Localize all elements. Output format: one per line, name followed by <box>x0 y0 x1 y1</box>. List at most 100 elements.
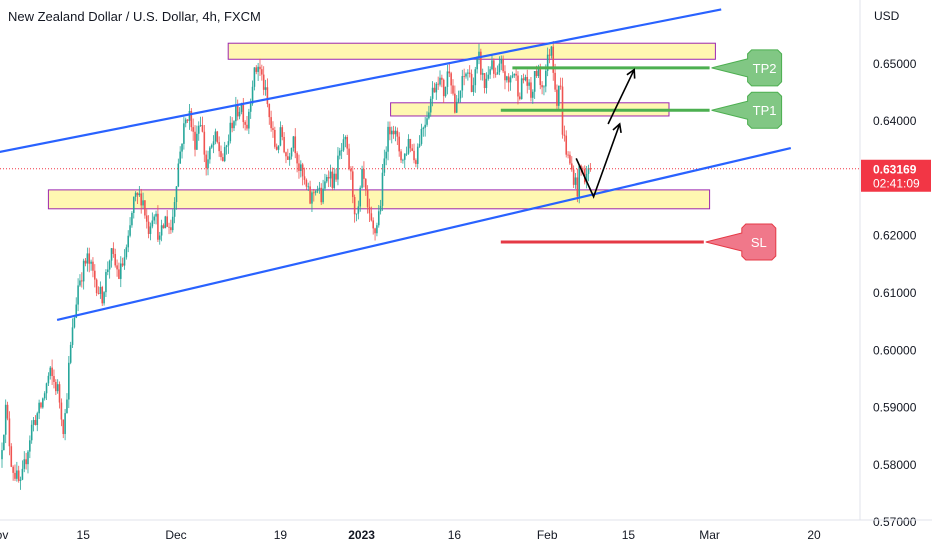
candle-body <box>158 235 161 240</box>
candle-body <box>261 69 263 75</box>
candle-body <box>546 54 549 71</box>
candle-body <box>225 145 228 148</box>
candle-body <box>56 384 59 392</box>
candle-body <box>327 177 330 179</box>
candle-body <box>58 384 61 403</box>
candle-body <box>559 85 562 87</box>
candle-body <box>205 154 207 169</box>
candle-body <box>318 187 321 189</box>
candle-body <box>296 153 298 164</box>
candle-body <box>338 150 341 156</box>
candle-body <box>422 127 425 129</box>
candle-body <box>10 446 13 467</box>
candle-body <box>383 158 386 173</box>
candle-body <box>379 205 382 212</box>
candle-body <box>437 83 439 85</box>
candle-body <box>450 73 452 86</box>
candle-body <box>454 93 456 113</box>
candle-body <box>572 169 575 185</box>
candle-body <box>64 413 66 435</box>
candle-body <box>504 71 506 81</box>
candle-body <box>229 122 232 142</box>
candle-body <box>268 104 271 118</box>
candle-body <box>184 119 187 124</box>
candle-body <box>517 75 519 97</box>
candle-body <box>88 253 91 264</box>
candle-body <box>491 60 493 70</box>
candle-body <box>361 168 363 188</box>
candle-body <box>331 171 334 188</box>
time-tick-label: Mar <box>699 528 720 542</box>
candle-body <box>476 58 478 70</box>
candle-body <box>283 136 285 153</box>
candle-body <box>155 213 157 217</box>
current-price-label: 0.63169 <box>873 163 917 177</box>
candle-body <box>389 126 391 135</box>
candle-body <box>216 131 219 143</box>
candle-body <box>53 376 55 382</box>
candle-body <box>313 192 315 194</box>
candle-body <box>442 79 445 97</box>
candle-body <box>236 104 239 117</box>
candle-body <box>151 220 154 227</box>
price-tick-label: 0.64000 <box>873 114 917 128</box>
candle-body <box>467 72 469 74</box>
candle-body <box>320 187 323 203</box>
candle-body <box>548 54 551 56</box>
candle-body <box>413 150 415 161</box>
candle-body <box>459 90 462 99</box>
time-tick-label: 2023 <box>348 528 375 542</box>
candle-body <box>207 159 209 169</box>
candle-body <box>324 181 326 189</box>
candle-body <box>550 46 553 56</box>
candle-body <box>181 143 183 152</box>
candle-body <box>498 63 501 73</box>
candle-body <box>409 138 412 149</box>
candle-body <box>105 272 107 293</box>
candle-body <box>149 226 152 234</box>
price-tick-label: 0.65000 <box>873 57 917 71</box>
candle-body <box>301 164 304 177</box>
candle-body <box>346 136 349 149</box>
candle-body <box>255 67 258 72</box>
candle-body <box>281 127 284 137</box>
candle-body <box>580 165 582 169</box>
candle-body <box>587 168 590 174</box>
candle-body <box>528 82 530 86</box>
candle-body <box>51 367 53 377</box>
candle-body <box>333 173 336 188</box>
time-tick-label: 19 <box>274 528 288 542</box>
candle-body <box>55 381 57 392</box>
candle-body <box>578 165 581 197</box>
candle-body <box>114 253 117 266</box>
candle-body <box>565 135 568 155</box>
time-tick-label: 20 <box>807 528 821 542</box>
candle-body <box>110 248 113 261</box>
time-tick-label: 16 <box>448 528 462 542</box>
candle-body <box>218 142 220 152</box>
channel-lines <box>0 8 792 322</box>
candle-body <box>340 150 343 152</box>
candle-body <box>106 269 109 273</box>
candle-body <box>537 66 540 77</box>
candle-body <box>415 160 417 164</box>
arrowhead-2 <box>626 68 636 79</box>
candle-body <box>337 155 339 180</box>
target-lines: TP2 TP1 SL <box>500 49 783 261</box>
candle-body <box>38 402 40 414</box>
candle-body <box>485 78 488 89</box>
candle-body <box>493 60 495 74</box>
candle-body <box>496 72 499 75</box>
candle-body <box>29 440 31 452</box>
candle-body <box>138 193 141 196</box>
candle-body <box>235 104 237 122</box>
candle-body <box>489 69 491 75</box>
candle-body <box>164 216 167 229</box>
candle-body <box>92 261 94 271</box>
candle-body <box>60 402 63 420</box>
candle-body <box>533 71 536 92</box>
candle-body <box>288 156 291 160</box>
candle-body <box>305 179 308 187</box>
candle-body <box>171 216 174 231</box>
